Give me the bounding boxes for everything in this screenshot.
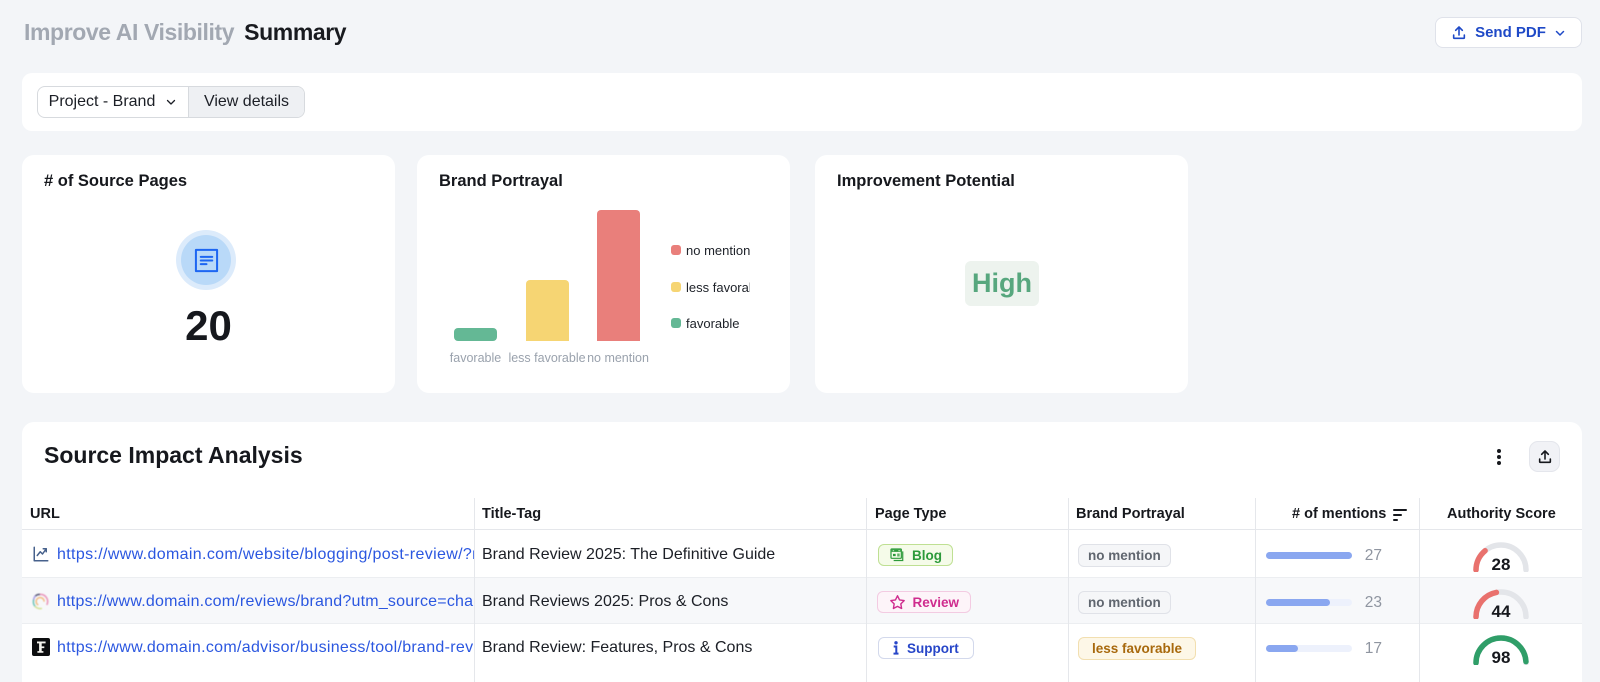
svg-text:28: 28	[1492, 555, 1511, 572]
svg-text:44: 44	[1492, 602, 1511, 619]
svg-text:98: 98	[1492, 648, 1511, 665]
